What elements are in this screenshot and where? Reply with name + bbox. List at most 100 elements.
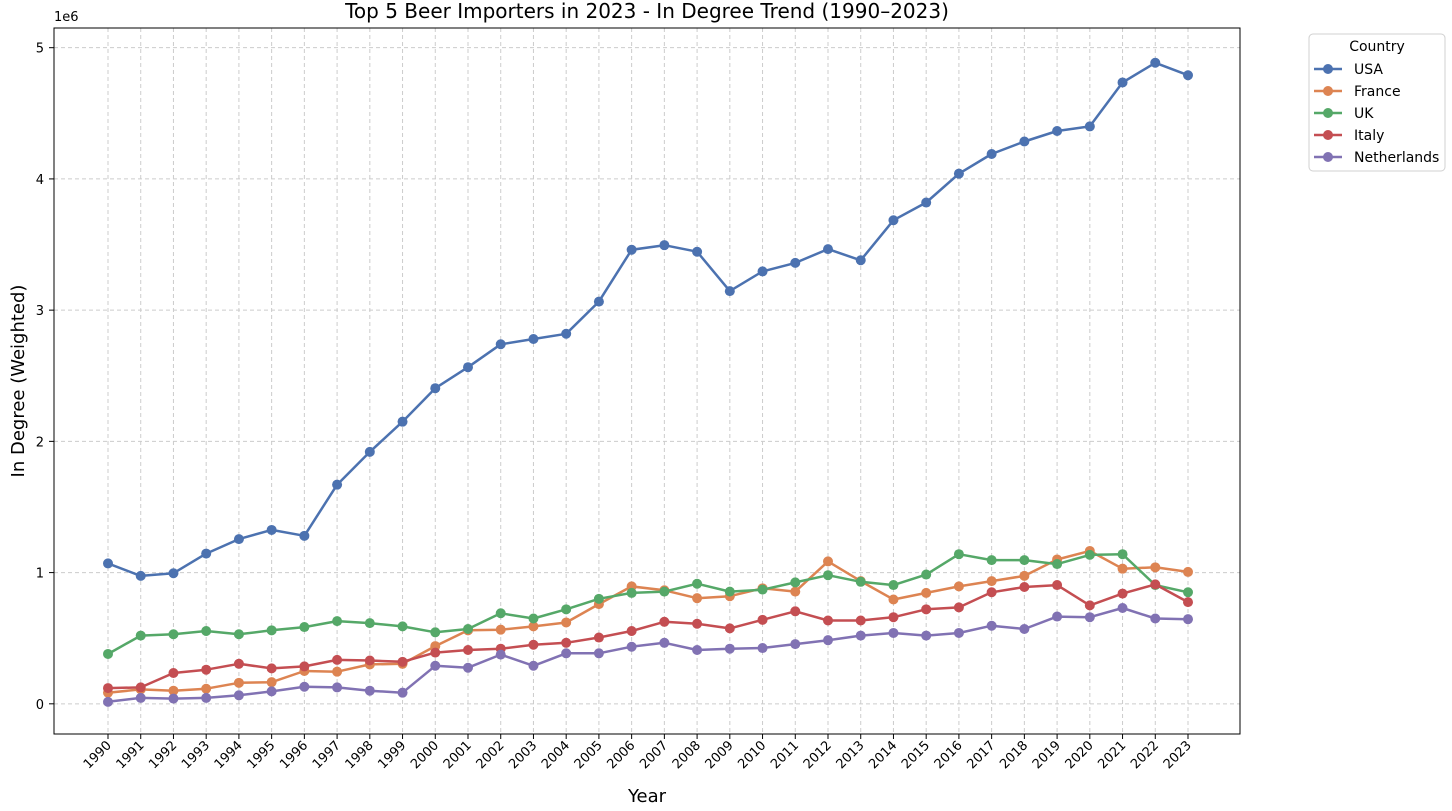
- data-point-usa: [397, 416, 408, 427]
- x-tick-label: 2000: [408, 738, 442, 772]
- data-point-netherlands: [495, 649, 506, 660]
- data-point-usa: [692, 246, 703, 257]
- series-line-usa: [106, 61, 1190, 578]
- data-point-usa: [986, 148, 997, 159]
- legend-label-usa: USA: [1354, 62, 1383, 78]
- data-point-usa: [266, 524, 277, 535]
- data-point-usa: [790, 257, 801, 268]
- data-point-netherlands: [1019, 624, 1030, 635]
- series-line-france: [106, 549, 1190, 694]
- x-tick-label: 2014: [866, 738, 900, 772]
- grid-layer: [54, 28, 1240, 734]
- x-tick-label: 2023: [1161, 738, 1195, 772]
- legend-label-uk: UK: [1354, 106, 1374, 122]
- data-point-italy: [626, 625, 637, 636]
- data-point-netherlands: [103, 696, 113, 707]
- data-point-france: [561, 617, 572, 628]
- data-point-uk: [626, 587, 637, 598]
- data-point-italy: [397, 656, 408, 667]
- data-point-usa: [921, 197, 932, 208]
- data-point-uk: [986, 555, 997, 566]
- data-point-france: [1150, 562, 1161, 573]
- data-point-netherlands: [888, 627, 899, 638]
- data-point-usa: [364, 446, 375, 457]
- data-point-uk: [1019, 555, 1030, 566]
- data-point-uk: [953, 549, 964, 560]
- data-point-usa: [757, 266, 768, 277]
- data-point-usa: [1084, 121, 1095, 132]
- x-tick-label: 2006: [604, 738, 638, 772]
- x-tick-label: 2019: [1030, 738, 1064, 772]
- data-point-netherlands: [1117, 603, 1128, 614]
- data-point-uk: [823, 570, 833, 581]
- plot-frame: [53, 27, 1241, 735]
- data-point-netherlands: [528, 660, 539, 671]
- data-point-france: [953, 581, 964, 592]
- data-point-netherlands: [1183, 614, 1193, 625]
- y-axis-label: In Degree (Weighted): [8, 285, 29, 478]
- legend-title: Country: [1349, 39, 1405, 55]
- data-point-uk: [201, 625, 212, 636]
- data-point-usa: [463, 362, 473, 373]
- data-point-uk: [430, 627, 441, 638]
- data-point-italy: [364, 655, 375, 666]
- data-point-uk: [266, 625, 277, 636]
- x-tick-label: 2009: [703, 738, 737, 772]
- data-point-usa: [888, 215, 899, 226]
- data-point-italy: [233, 658, 244, 669]
- data-point-netherlands: [1052, 611, 1063, 622]
- x-tick-label: 2002: [474, 738, 508, 772]
- y-tick-label: 0: [36, 698, 44, 713]
- data-point-usa: [593, 296, 604, 307]
- data-point-usa: [855, 255, 866, 266]
- data-point-italy: [823, 615, 833, 626]
- x-tick-label: 2003: [506, 738, 540, 772]
- data-point-usa: [332, 479, 343, 490]
- data-point-netherlands: [135, 692, 146, 703]
- data-point-uk: [299, 622, 310, 633]
- data-point-usa: [528, 334, 539, 345]
- legend-marker-netherlands: [1323, 152, 1333, 162]
- y-offset-label: 1e6: [54, 10, 79, 25]
- data-point-uk: [463, 624, 473, 635]
- data-point-france: [790, 586, 801, 597]
- data-point-france: [1019, 570, 1030, 581]
- data-point-uk: [168, 629, 179, 640]
- data-point-uk: [757, 584, 768, 595]
- x-tick-label: 2015: [899, 738, 933, 772]
- data-point-usa: [823, 244, 833, 255]
- data-point-france: [888, 594, 899, 605]
- data-point-italy: [168, 667, 179, 678]
- data-point-uk: [888, 580, 899, 591]
- x-tick-label: 2016: [932, 738, 966, 772]
- data-point-uk: [495, 608, 506, 619]
- data-point-italy: [1117, 588, 1128, 599]
- x-tick-label: 2022: [1128, 738, 1162, 772]
- data-point-france: [692, 593, 703, 604]
- data-point-italy: [790, 606, 801, 617]
- x-tick-label: 2004: [539, 738, 573, 772]
- x-axis-label: Year: [627, 786, 667, 807]
- data-point-usa: [233, 534, 244, 545]
- data-point-italy: [266, 663, 277, 674]
- data-point-italy: [103, 683, 113, 694]
- data-point-netherlands: [692, 645, 703, 656]
- x-tick-label: 2018: [997, 738, 1031, 772]
- x-tick-label: 2011: [768, 738, 802, 772]
- x-tick-label: 2005: [572, 738, 606, 772]
- data-point-italy: [724, 623, 735, 634]
- data-point-netherlands: [855, 630, 866, 641]
- x-tick-label: 1995: [244, 738, 278, 772]
- data-point-uk: [692, 578, 703, 589]
- x-tick-label: 1991: [114, 738, 148, 772]
- x-tick-label: 2017: [964, 738, 998, 772]
- x-tick-label: 1996: [277, 738, 311, 772]
- y-tick-label: 2: [36, 435, 44, 450]
- data-point-uk: [561, 604, 572, 615]
- data-point-uk: [103, 648, 113, 659]
- data-point-france: [986, 576, 997, 587]
- data-point-usa: [1150, 57, 1161, 68]
- y-tick-label: 3: [36, 304, 44, 319]
- data-point-italy: [430, 647, 441, 658]
